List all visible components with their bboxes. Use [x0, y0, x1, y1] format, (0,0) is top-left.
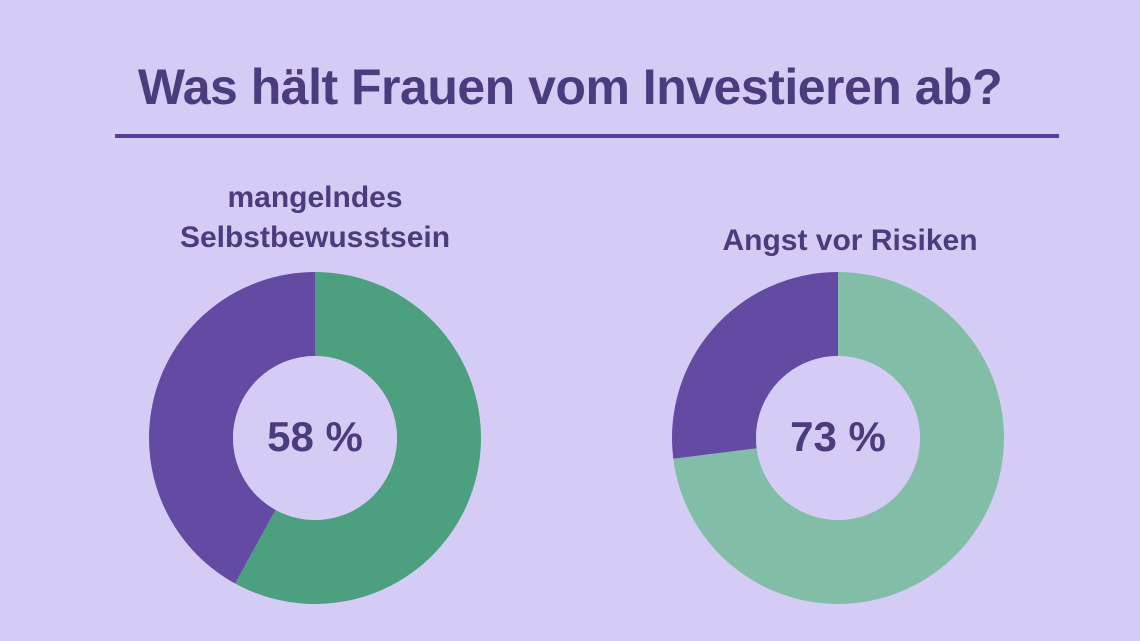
chart-1-title-line-2: Selbstbewusstsein: [179, 221, 451, 254]
chart-1-slice-2: [148, 271, 315, 584]
chart-2-slice-1: [673, 272, 1004, 604]
chart-1-donut-hole: [233, 356, 397, 520]
chart-1-title-line-1: mangelndes: [227, 181, 403, 214]
chart-2-slice-2: [671, 272, 838, 459]
chart-1-slice-1: [235, 272, 481, 604]
chart-1-title: mangelndes Selbstbewusstsein: [115, 178, 515, 258]
title-underline: [115, 134, 1059, 138]
chart-2-center-value: 73 %: [790, 413, 886, 460]
chart-2-title: Angst vor Risiken: [650, 221, 1050, 261]
chart-2-donut-hole: [756, 356, 920, 520]
chart-1-center-value: 58 %: [267, 413, 363, 460]
chart-2-title-line-1: Angst vor Risiken: [722, 224, 978, 257]
page-title: Was hält Frauen vom Investieren ab?: [137, 59, 1003, 115]
